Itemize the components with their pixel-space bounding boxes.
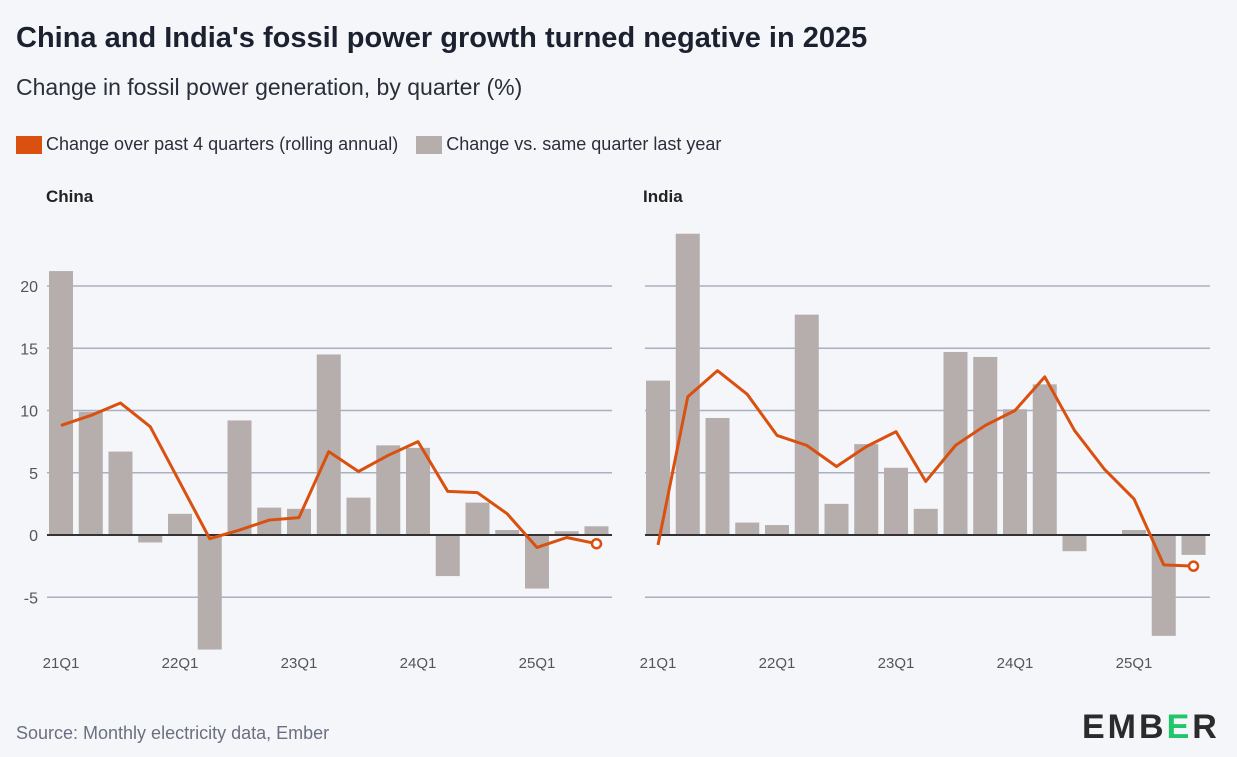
x-tick-label: 24Q1 — [400, 655, 437, 672]
bar-22Q4 — [854, 444, 879, 535]
bar-22Q3 — [824, 503, 849, 535]
bar-23Q2 — [913, 508, 938, 535]
bar-24Q2 — [1032, 384, 1057, 535]
bar-21Q2 — [675, 233, 700, 535]
x-tick-label: 22Q1 — [759, 655, 796, 672]
legend: Change over past 4 quarters (rolling ann… — [16, 134, 721, 155]
bar-21Q3 — [108, 451, 133, 535]
y-tick-label: -5 — [24, 590, 38, 607]
line-end-marker — [590, 537, 603, 550]
y-tick-label: 15 — [20, 341, 38, 358]
bar-22Q2 — [794, 314, 819, 535]
bar-25Q3 — [584, 526, 609, 535]
bar-24Q1 — [1003, 409, 1027, 535]
x-tick-label: 24Q1 — [997, 655, 1034, 672]
bar-22Q1 — [765, 525, 789, 535]
bar-25Q3 — [1181, 535, 1206, 555]
legend-label-line: Change over past 4 quarters (rolling ann… — [46, 134, 399, 154]
x-tick-label: 23Q1 — [878, 655, 915, 672]
y-tick-label: 20 — [20, 279, 38, 296]
bar-22Q3 — [227, 420, 252, 535]
bar-21Q1 — [49, 271, 73, 535]
bar-25Q1 — [1122, 530, 1146, 535]
x-tick-label: 25Q1 — [1116, 655, 1153, 672]
y-tick-label: 10 — [20, 404, 38, 421]
chart-title: China and India's fossil power growth tu… — [16, 22, 868, 54]
bar-25Q2 — [554, 531, 579, 535]
bar-24Q2 — [435, 535, 460, 577]
bar-24Q3 — [1062, 535, 1087, 552]
bar-23Q4 — [973, 356, 998, 535]
chart-subtitle: Change in fossil power generation, by qu… — [16, 74, 523, 100]
x-tick-label: 21Q1 — [640, 655, 677, 672]
bar-21Q1 — [646, 380, 670, 535]
bar-23Q3 — [943, 351, 968, 535]
bar-24Q4 — [495, 530, 520, 535]
source-note: Source: Monthly electricity data, Ember — [16, 723, 330, 743]
bar-23Q1 — [884, 467, 908, 535]
y-tick-label: 0 — [29, 528, 38, 545]
bar-23Q1 — [287, 508, 311, 535]
x-tick-label: 21Q1 — [43, 655, 80, 672]
legend-swatch-bar — [416, 135, 443, 154]
bar-23Q3 — [346, 497, 371, 535]
bar-22Q2 — [197, 535, 222, 650]
panel-title: India — [643, 187, 683, 206]
bar-24Q3 — [465, 502, 490, 535]
bar-25Q1 — [525, 535, 549, 589]
bar-21Q4 — [735, 522, 760, 535]
x-tick-label: 23Q1 — [281, 655, 318, 672]
bar-23Q2 — [316, 354, 341, 535]
y-tick-label: 5 — [29, 466, 38, 483]
x-tick-label: 25Q1 — [519, 655, 556, 672]
bar-21Q2 — [78, 411, 103, 535]
bar-21Q3 — [705, 417, 730, 535]
bar-25Q2 — [1151, 535, 1176, 636]
legend-label-bar: Change vs. same quarter last year — [446, 134, 722, 154]
bar-24Q1 — [406, 447, 430, 535]
x-tick-label: 22Q1 — [162, 655, 199, 672]
bar-21Q4 — [138, 535, 163, 543]
rolling-line — [656, 369, 1194, 568]
rolling-line — [60, 401, 597, 549]
line-end-marker — [1187, 560, 1200, 572]
legend-swatch-line — [16, 135, 42, 154]
panel-title: China — [46, 187, 94, 206]
bar-22Q1 — [168, 513, 192, 535]
ember-logo: EMBER — [1082, 708, 1220, 746]
